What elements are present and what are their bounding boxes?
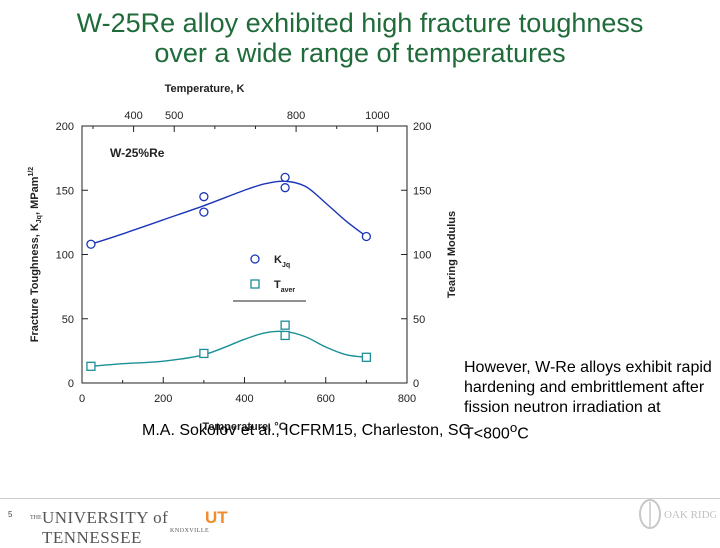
logo-the-text: THE xyxy=(30,515,42,521)
y-left-tick-label: 50 xyxy=(62,314,74,326)
note-unit: C xyxy=(517,425,529,443)
data-point-K_Jq xyxy=(199,207,209,217)
slide-title: W-25Re alloy exhibited high fracture tou… xyxy=(0,8,720,68)
data-point-K_Jq xyxy=(280,172,290,183)
series-K_Jq: KJq xyxy=(86,172,372,269)
x-tick-label: 400 xyxy=(235,393,253,405)
top-axis-label: Temperature, K xyxy=(165,83,245,95)
slide-title-line-1: W-25Re alloy exhibited high fracture tou… xyxy=(76,8,644,38)
page-number: 5 xyxy=(8,510,13,519)
y-left-axis-label-part: Jq xyxy=(36,215,43,223)
university-of-tennessee-logo: THE UNIVERSITY of TENNESSEE UT KNOXVILLE xyxy=(30,506,230,547)
legend-label-main: K xyxy=(274,254,282,266)
top-k-tick-label: 500 xyxy=(165,110,183,122)
x-tick-label: 800 xyxy=(398,393,416,405)
data-point-T_aver xyxy=(280,330,290,341)
y-left-tick-label: 150 xyxy=(56,185,74,197)
data-point-T_aver xyxy=(280,320,290,330)
top-k-tick-label: 400 xyxy=(124,110,142,122)
data-point-T_aver xyxy=(199,348,209,359)
series-T_aver: Taver xyxy=(86,279,372,371)
data-point-T_aver xyxy=(86,361,96,371)
y-left-axis-label-part: , MPam xyxy=(29,176,41,215)
y-right-tick-label: 150 xyxy=(413,185,431,197)
y-right-tick-label: 200 xyxy=(413,121,431,133)
slide-title-line-2: over a wide range of temperatures xyxy=(154,38,566,68)
y-left-tick-label: 200 xyxy=(56,121,74,133)
x-tick-label: 0 xyxy=(79,393,85,405)
x-axis-label: Temperature, °C xyxy=(202,421,286,433)
irradiation-note: However, W-Re alloys exhibit rapid harde… xyxy=(464,358,714,444)
oak-ridge-logo: OAK RIDGE xyxy=(639,499,716,529)
irradiation-note-text: However, W-Re alloys exhibit rapid harde… xyxy=(464,359,712,443)
y-left-tick-label: 0 xyxy=(68,378,74,390)
oak-ridge-leaf-icon xyxy=(639,499,661,529)
plot-frame xyxy=(81,125,408,384)
x-tick-label: 600 xyxy=(317,393,335,405)
y-left-axis-label-part: Fracture Toughness, K xyxy=(29,223,41,342)
y-right-tick-label: 0 xyxy=(413,378,419,390)
top-k-tick-label: 800 xyxy=(287,110,305,122)
logo-knoxville-text: KNOXVILLE xyxy=(170,528,210,534)
legend-label-main: T xyxy=(274,279,281,291)
y-right-axis-label: Tearing Modulus xyxy=(446,211,458,298)
y-right-tick-label: 50 xyxy=(413,314,425,326)
legend-label-K_Jq: KJq xyxy=(274,254,290,269)
series-line-T_aver xyxy=(90,330,367,367)
series-line-K_Jq xyxy=(90,180,367,245)
data-point-K_Jq xyxy=(199,192,209,202)
oak-ridge-logo-text: OAK RIDGE xyxy=(664,509,716,521)
y-left-tick-label: 100 xyxy=(56,250,74,262)
top-k-tick-label: 1000 xyxy=(365,110,389,122)
degree-superscript: o xyxy=(509,420,518,435)
legend-label-subscript: aver xyxy=(281,287,296,294)
legend-label-subscript: Jq xyxy=(282,262,290,269)
data-point-T_aver xyxy=(361,352,372,362)
legend-marker-T_aver xyxy=(250,279,260,289)
data-point-K_Jq xyxy=(361,231,372,242)
y-right-tick-label: 100 xyxy=(413,250,431,262)
y-left-axis-label: Fracture Toughness, KJq, MPam1/2 xyxy=(28,167,43,343)
logo-ut-mark: UT xyxy=(205,508,228,527)
data-point-K_Jq xyxy=(280,183,290,193)
legend-label-T_aver: Taver xyxy=(274,279,295,294)
legend-marker-K_Jq xyxy=(250,254,260,264)
y-left-axis-label-part: 1/2 xyxy=(28,167,35,177)
x-tick-label: 200 xyxy=(154,393,172,405)
footer-divider xyxy=(0,498,720,499)
panel-label: W-25%Re xyxy=(110,146,165,160)
data-point-K_Jq xyxy=(86,239,96,249)
citation: M.A. Sokolov et al., ICFRM15, Charleston… xyxy=(142,422,471,439)
